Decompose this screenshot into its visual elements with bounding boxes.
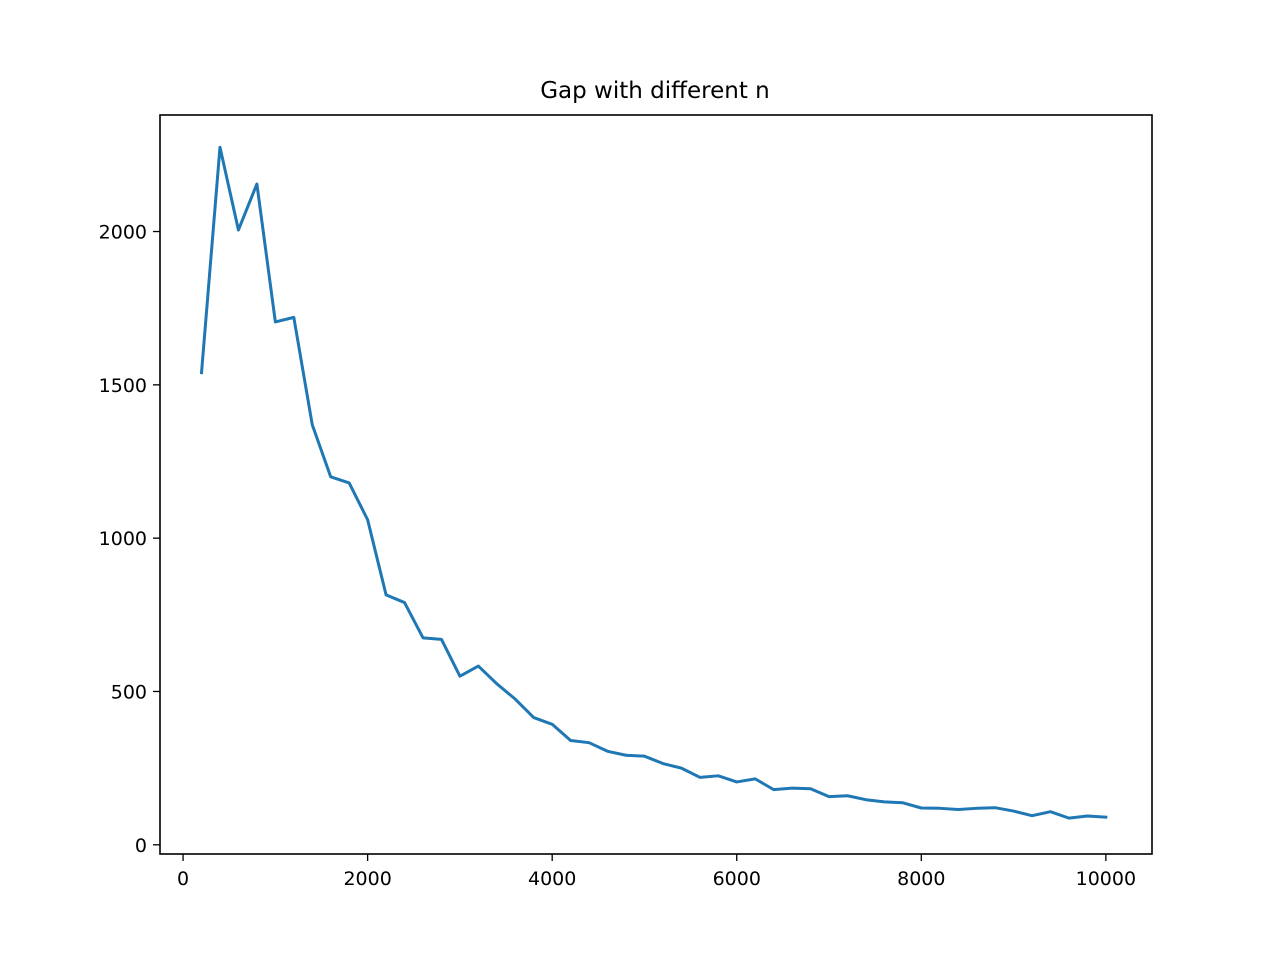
x-tick-label: 2000	[343, 868, 391, 890]
chart-title: Gap with different n	[540, 78, 770, 104]
y-tick-label: 1500	[99, 375, 147, 397]
series-line	[199, 145, 1108, 820]
y-tick-label: 500	[111, 681, 147, 703]
x-tick-label: 0	[177, 868, 189, 890]
x-tick-label: 10000	[1076, 868, 1136, 890]
x-tick-label: 8000	[897, 868, 945, 890]
x-axis: 0 2000 4000 6000 8000 10000	[177, 854, 1136, 890]
y-tick-label: 0	[135, 835, 147, 857]
x-tick-label: 6000	[713, 868, 761, 890]
series-layer	[199, 145, 1108, 820]
y-tick-label: 1000	[99, 528, 147, 550]
x-tick-label: 4000	[528, 868, 576, 890]
y-axis: 0 500 1000 1500 2000	[99, 222, 160, 857]
plot-frame	[159, 114, 1153, 855]
y-tick-label: 2000	[99, 222, 147, 244]
